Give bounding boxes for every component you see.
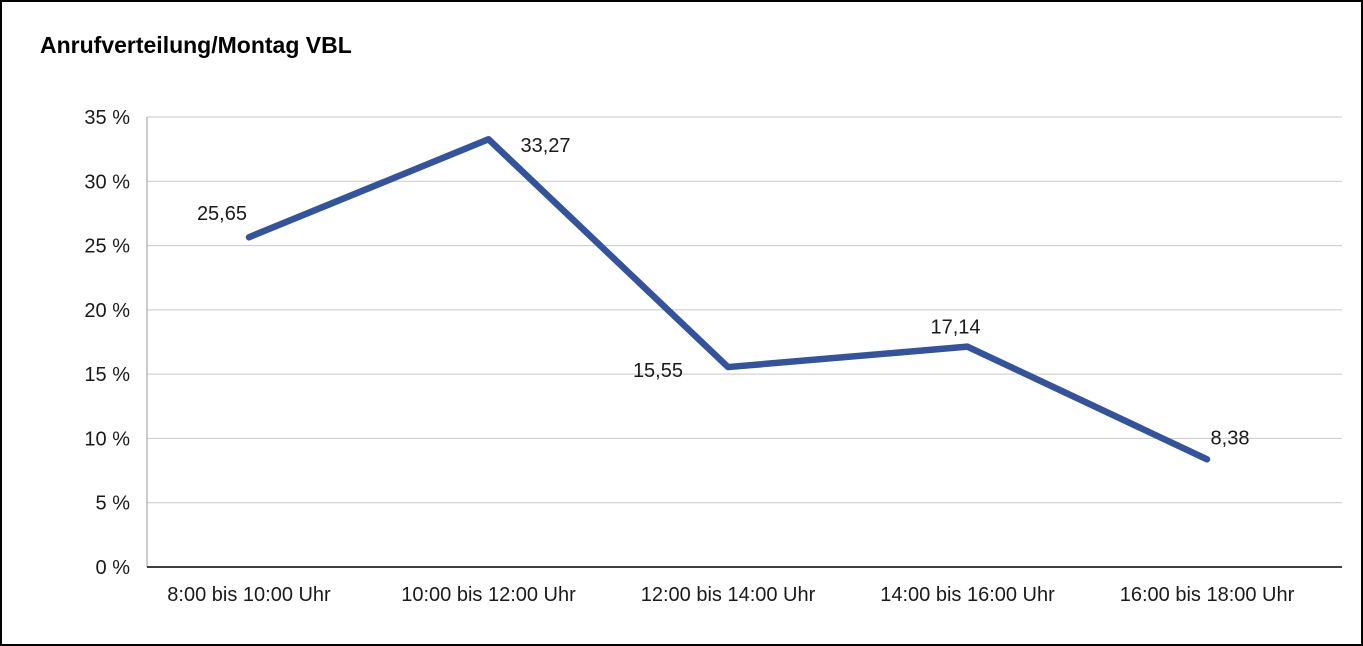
chart-title: Anrufverteilung/Montag VBL	[40, 32, 352, 58]
line-series	[245, 135, 1211, 463]
data-label: 17,14	[930, 317, 980, 339]
x-tick-label: 12:00 bis 14:00 Uhr	[641, 584, 816, 606]
y-tick-label: 30 %	[84, 171, 130, 193]
x-tick-label: 8:00 bis 10:00 Uhr	[167, 584, 331, 606]
x-tick-label: 16:00 bis 18:00 Uhr	[1120, 584, 1295, 606]
y-tick-label: 5 %	[96, 493, 131, 515]
data-label: 8,38	[1211, 427, 1250, 449]
data-label: 33,27	[521, 135, 571, 157]
x-tick-label: 14:00 bis 16:00 Uhr	[880, 584, 1055, 606]
y-tick-label: 0 %	[96, 557, 131, 579]
y-tick-label: 35 %	[84, 107, 130, 129]
y-tick-label: 20 %	[84, 300, 130, 322]
y-tick-label: 10 %	[84, 428, 130, 450]
y-tick-label: 15 %	[84, 364, 130, 386]
data-label: 15,55	[633, 360, 683, 382]
y-tick-label: 25 %	[84, 236, 130, 258]
x-tick-label: 10:00 bis 12:00 Uhr	[401, 584, 576, 606]
data-label: 25,65	[197, 203, 247, 225]
